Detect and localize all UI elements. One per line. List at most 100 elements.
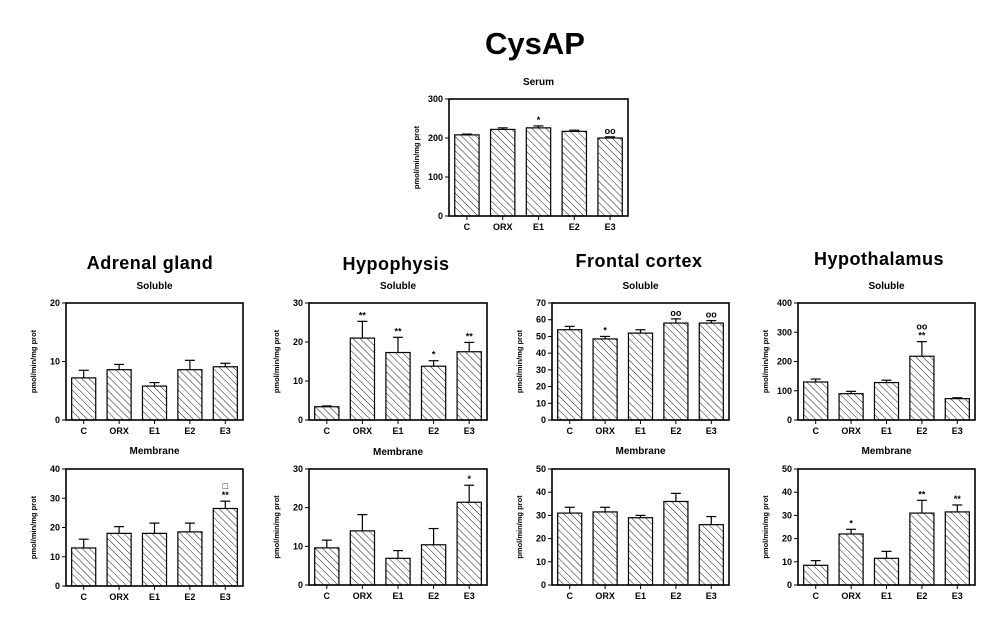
x-tick-label: E1 <box>881 591 892 601</box>
x-tick-label: E3 <box>706 426 717 436</box>
y-tick-label: 30 <box>782 510 792 520</box>
bar-e3 <box>944 511 970 586</box>
bar-e3 <box>698 322 724 421</box>
y-tick-label: 100 <box>428 172 443 182</box>
y-tick-label: 0 <box>541 415 546 425</box>
y-tick-label: 50 <box>536 331 546 341</box>
y-tick-label: 30 <box>536 510 546 520</box>
significance-marker: * <box>537 115 541 125</box>
significance-marker: □ <box>223 481 229 491</box>
x-tick-label: E3 <box>464 426 475 436</box>
significance-marker: * <box>849 518 853 528</box>
x-tick-label: E1 <box>392 591 403 601</box>
significance-marker: ** <box>466 331 474 341</box>
bar-e1 <box>141 385 168 421</box>
x-tick-label: E1 <box>635 591 646 601</box>
x-tick-label: E3 <box>706 591 717 601</box>
panel-title: Membrane <box>129 446 179 457</box>
x-tick-label: ORX <box>841 591 861 601</box>
x-tick-label: C <box>566 426 573 436</box>
y-tick-label: 0 <box>787 415 792 425</box>
plot-frame <box>797 468 976 586</box>
bar-e2 <box>420 544 447 586</box>
bar-e1 <box>525 127 552 217</box>
y-tick-label: 20 <box>50 523 60 533</box>
bar-c <box>71 547 97 587</box>
plot-frame <box>65 302 244 421</box>
y-tick-label: 10 <box>50 357 60 367</box>
bar-e1 <box>873 557 900 586</box>
significance-marker: ** <box>918 331 926 341</box>
panel-title: Membrane <box>861 446 911 457</box>
significance-marker: oo <box>670 308 681 318</box>
significance-marker: * <box>467 474 471 484</box>
bar-e2 <box>420 365 447 421</box>
group-title-hypothalamus: Hypothalamus <box>814 249 944 269</box>
plot-frame <box>551 302 730 421</box>
panel-title: Serum <box>523 77 554 88</box>
plot-frame <box>308 302 488 421</box>
figure-title: CysAP <box>485 26 585 61</box>
bar-c <box>557 512 583 586</box>
y-tick-label: 300 <box>428 94 443 104</box>
x-tick-label: C <box>80 592 87 602</box>
panel-title: Membrane <box>615 446 665 457</box>
x-tick-label: E1 <box>149 592 160 602</box>
plot-frame <box>448 98 629 217</box>
chart-hypophysis-soluble: Soluble pmol/min/mg prot 0 10 20 30 C ** ORX ** E1… <box>272 281 488 436</box>
bar-e1 <box>627 332 654 421</box>
x-tick-label: E3 <box>220 426 231 436</box>
y-axis-title: pmol/min/mg prot <box>515 495 524 559</box>
x-tick-label: E3 <box>464 591 475 601</box>
y-tick-label: 0 <box>541 580 546 590</box>
y-tick-label: 100 <box>777 386 792 396</box>
significance-marker: * <box>432 350 436 360</box>
plot-frame <box>797 302 976 421</box>
significance-marker: ** <box>954 494 962 504</box>
x-tick-label: C <box>812 591 819 601</box>
panel-title: Membrane <box>373 447 423 458</box>
y-tick-label: 0 <box>298 580 303 590</box>
plot-frame <box>65 468 244 587</box>
bar-orx <box>349 337 376 421</box>
bar-orx <box>106 369 132 421</box>
chart-cortex-soluble: Soluble pmol/min/mg prot 0 10 20 30 40 50 60 70 C *… <box>515 281 730 436</box>
panel-title: Soluble <box>622 281 659 292</box>
bar-orx <box>838 393 864 421</box>
bar-orx <box>106 532 132 587</box>
bar-e1 <box>385 557 411 586</box>
significance-marker: oo <box>706 310 717 320</box>
bar-e1 <box>385 351 411 421</box>
group-title-frontal-cortex: Frontal cortex <box>575 251 702 271</box>
chart-serum: Serum pmol/min/mg prot 0 100 200 300 C ORX * E1 E2… <box>412 77 629 232</box>
y-tick-label: 20 <box>293 503 303 513</box>
y-tick-label: 200 <box>777 357 792 367</box>
bar-e2 <box>909 512 935 586</box>
x-tick-label: E1 <box>881 426 892 436</box>
x-tick-label: ORX <box>841 426 861 436</box>
x-tick-label: E2 <box>428 426 439 436</box>
y-axis-title: pmol/min/mg prot <box>272 329 281 393</box>
y-tick-label: 40 <box>536 487 546 497</box>
x-tick-label: E3 <box>952 426 963 436</box>
x-tick-label: ORX <box>109 426 129 436</box>
x-tick-label: E3 <box>220 592 231 602</box>
bar-orx <box>592 511 618 586</box>
y-axis-title: pmol/min/mg prot <box>412 125 421 189</box>
y-tick-label: 30 <box>50 493 60 503</box>
bar-c <box>314 406 340 421</box>
y-axis-title: pmol/min/mg prot <box>272 495 281 559</box>
bar-c <box>803 564 829 586</box>
y-tick-label: 10 <box>536 398 546 408</box>
x-tick-label: E2 <box>184 592 195 602</box>
bar-e3 <box>212 366 238 421</box>
significance-marker: ** <box>918 489 926 499</box>
y-tick-label: 300 <box>777 327 792 337</box>
bar-e2 <box>177 531 203 587</box>
y-axis-title: pmol/min/mg prot <box>515 329 524 393</box>
bar-orx <box>838 533 864 586</box>
y-tick-label: 30 <box>293 298 303 308</box>
chart-hypophysis-membrane: Membrane pmol/min/mg prot 0 10 20 30 C ORX E1 E2 *… <box>272 447 488 601</box>
group-title-adrenal-gland: Adrenal gland <box>87 253 214 273</box>
